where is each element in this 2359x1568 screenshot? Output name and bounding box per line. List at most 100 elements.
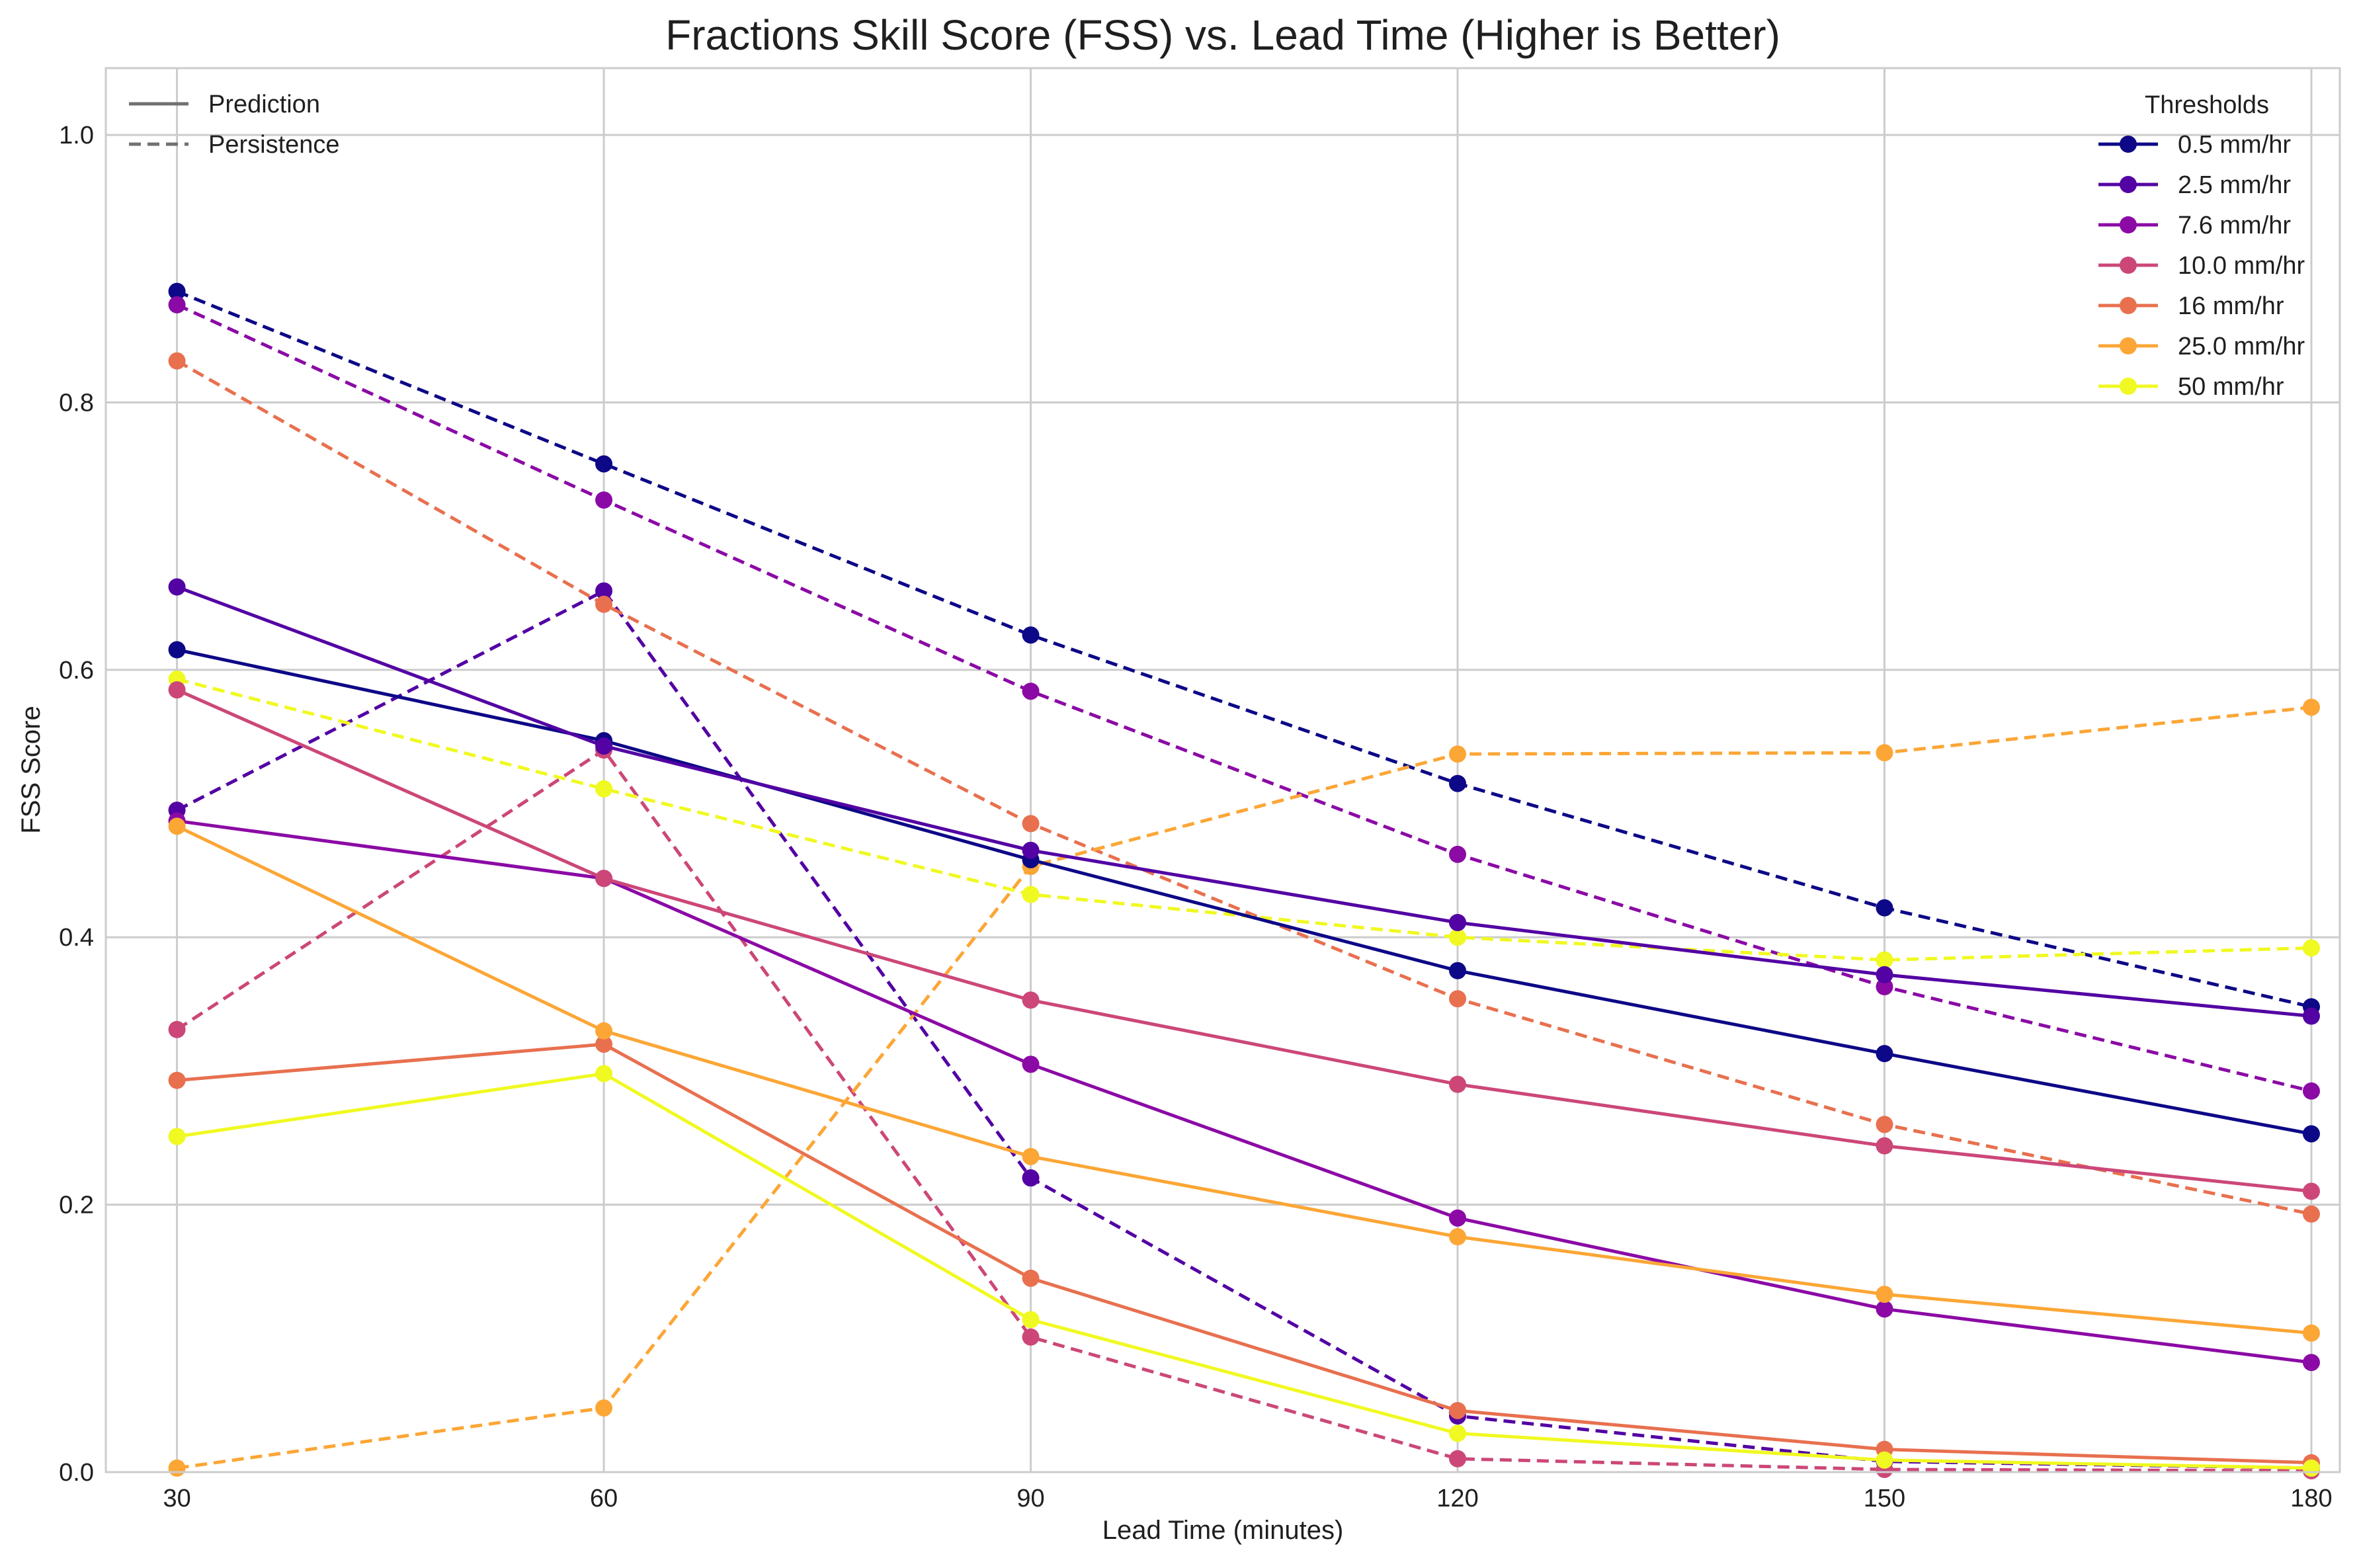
25-0-mm-hr-persistence-point	[1449, 745, 1467, 763]
0-5-mm-hr-persistence-point	[1449, 774, 1467, 792]
16-mm-hr-persistence-point	[1022, 815, 1040, 833]
0-5-mm-hr-persistence-point	[595, 455, 613, 473]
7-6-mm-hr-persistence-point	[168, 296, 186, 313]
16-mm-hr-persistence-point	[595, 595, 613, 613]
y-tick-label: 0.0	[59, 1459, 94, 1487]
legend-label-0-5-mm-hr: 0.5 mm/hr	[2178, 131, 2291, 159]
0-5-mm-hr-prediction-line	[177, 648, 2312, 1135]
0-5-mm-hr-prediction-point	[168, 641, 186, 659]
x-tick-label: 90	[1016, 1485, 1044, 1512]
16-mm-hr-persistence-point	[168, 352, 186, 370]
25-0-mm-hr-prediction-point	[168, 817, 186, 835]
y-tick-label: 1.0	[59, 122, 94, 149]
50-mm-hr-prediction-point	[1449, 1424, 1467, 1442]
7-6-mm-hr-persistence-point	[1449, 845, 1467, 863]
x-tick-label: 180	[2290, 1485, 2332, 1512]
0-5-mm-hr-prediction-point	[1876, 1045, 1893, 1063]
16-mm-hr-persistence-line	[176, 359, 2312, 1216]
legend-label-50-mm-hr: 50 mm/hr	[2178, 373, 2284, 401]
legend-label-7-6-mm-hr: 7.6 mm/hr	[2178, 212, 2291, 239]
10-0-mm-hr-prediction-point	[2302, 1182, 2320, 1200]
2-5-mm-hr-persistence-point	[1022, 1169, 1040, 1187]
50-mm-hr-persistence-point	[2302, 939, 2320, 957]
0-5-mm-hr-persistence-point	[168, 282, 186, 300]
16-mm-hr-persistence-point	[2302, 1205, 2320, 1223]
16-mm-hr-persistence-point	[1876, 1116, 1893, 1134]
10-0-mm-hr-persistence-point	[168, 1020, 186, 1038]
0-5-mm-hr-persistence-line	[176, 290, 2312, 1009]
50-mm-hr-prediction-point	[595, 1065, 613, 1083]
50-mm-hr-persistence-point	[595, 780, 613, 798]
2-5-mm-hr-prediction-point	[1876, 966, 1893, 983]
16-mm-hr-prediction-point	[1449, 1401, 1467, 1419]
7-6-mm-hr-prediction-point	[2302, 1354, 2320, 1372]
7-6-mm-hr-prediction-point	[1449, 1209, 1467, 1227]
50-mm-hr-persistence-point	[1876, 951, 1893, 969]
7-6-mm-hr-prediction-line	[177, 819, 2312, 1364]
0-5-mm-hr-persistence-point	[1022, 626, 1040, 644]
y-axis-label: FSS Score	[17, 706, 46, 833]
25-0-mm-hr-persistence-point	[595, 1399, 613, 1417]
2-5-mm-hr-prediction-point	[595, 737, 613, 755]
2-5-mm-hr-prediction-point	[168, 578, 186, 596]
10-0-mm-hr-prediction-point	[1449, 1075, 1467, 1093]
50-mm-hr-prediction-point	[2302, 1459, 2320, 1477]
25-0-mm-hr-prediction-point	[595, 1022, 613, 1040]
10-0-mm-hr-prediction-point	[1022, 991, 1040, 1009]
16-mm-hr-prediction-line	[177, 1042, 2312, 1465]
7-6-mm-hr-persistence-point	[1876, 978, 1893, 996]
25-0-mm-hr-persistence-line	[177, 706, 2312, 1470]
x-tick-label: 120	[1436, 1485, 1478, 1512]
y-tick-label: 0.2	[59, 1192, 94, 1219]
7-6-mm-hr-persistence-point	[2302, 1082, 2320, 1100]
25-0-mm-hr-prediction-point	[1022, 1147, 1040, 1165]
10-0-mm-hr-prediction-point	[1876, 1137, 1893, 1155]
7-6-mm-hr-persistence-point	[595, 491, 613, 509]
25-0-mm-hr-persistence-point	[1876, 744, 1893, 762]
legend-label-2-5-mm-hr: 2.5 mm/hr	[2178, 171, 2291, 199]
legend-swatch-marker	[2120, 176, 2137, 193]
legend-label-25-0-mm-hr: 25.0 mm/hr	[2178, 333, 2305, 360]
y-tick-label: 0.4	[59, 924, 94, 952]
16-mm-hr-prediction-point	[1022, 1269, 1040, 1287]
y-tick-label: 0.8	[59, 389, 94, 417]
7-6-mm-hr-persistence-point	[1022, 682, 1040, 700]
25-0-mm-hr-prediction-point	[1449, 1228, 1467, 1246]
x-tick-label: 60	[590, 1485, 618, 1512]
50-mm-hr-persistence-point	[1022, 886, 1040, 903]
7-6-mm-hr-persistence-line	[176, 303, 2312, 1093]
style-legend: Prediction Persistence	[129, 91, 340, 159]
series-layer	[168, 282, 2320, 1479]
16-mm-hr-persistence-point	[1449, 990, 1467, 1008]
50-mm-hr-prediction-point	[1876, 1451, 1893, 1469]
50-mm-hr-prediction-point	[1022, 1311, 1040, 1329]
25-0-mm-hr-prediction-point	[2302, 1324, 2320, 1342]
10-0-mm-hr-persistence-line	[176, 748, 2312, 1473]
25-0-mm-hr-persistence-point	[168, 1459, 186, 1477]
25-0-mm-hr-prediction-line	[176, 825, 2312, 1335]
2-5-mm-hr-persistence-point	[595, 582, 613, 600]
legend-swatch-marker	[2120, 297, 2137, 314]
tick-labels: 30 60 90 120 150 180 0.0 0.2 0.4 0.6 0.8 1.0	[59, 122, 2332, 1512]
0-5-mm-hr-persistence-point	[1876, 899, 1893, 917]
plot-background	[106, 68, 2340, 1472]
10-0-mm-hr-persistence-point	[1449, 1450, 1467, 1467]
0-5-mm-hr-prediction-point	[2302, 1125, 2320, 1143]
16-mm-hr-prediction-point	[168, 1071, 186, 1089]
legend-swatch-marker	[2120, 337, 2137, 354]
50-mm-hr-prediction-point	[168, 1128, 186, 1145]
persistence-legend-label: Persistence	[208, 131, 340, 159]
legend-swatch-marker	[2120, 257, 2137, 274]
7-6-mm-hr-prediction-point	[1876, 1300, 1893, 1318]
plot-frame	[104, 67, 2341, 1473]
2-5-mm-hr-prediction-line	[176, 585, 2312, 1018]
legend-label-10-0-mm-hr: 10.0 mm/hr	[2178, 252, 2305, 280]
x-axis-label: Lead Time (minutes)	[1102, 1516, 1344, 1545]
10-0-mm-hr-prediction-point	[168, 681, 186, 699]
25-0-mm-hr-prediction-point	[1876, 1286, 1893, 1303]
10-0-mm-hr-persistence-point	[1022, 1328, 1040, 1346]
0-5-mm-hr-prediction-point	[1449, 962, 1467, 979]
threshold-legend-title: Thresholds	[2145, 91, 2269, 119]
